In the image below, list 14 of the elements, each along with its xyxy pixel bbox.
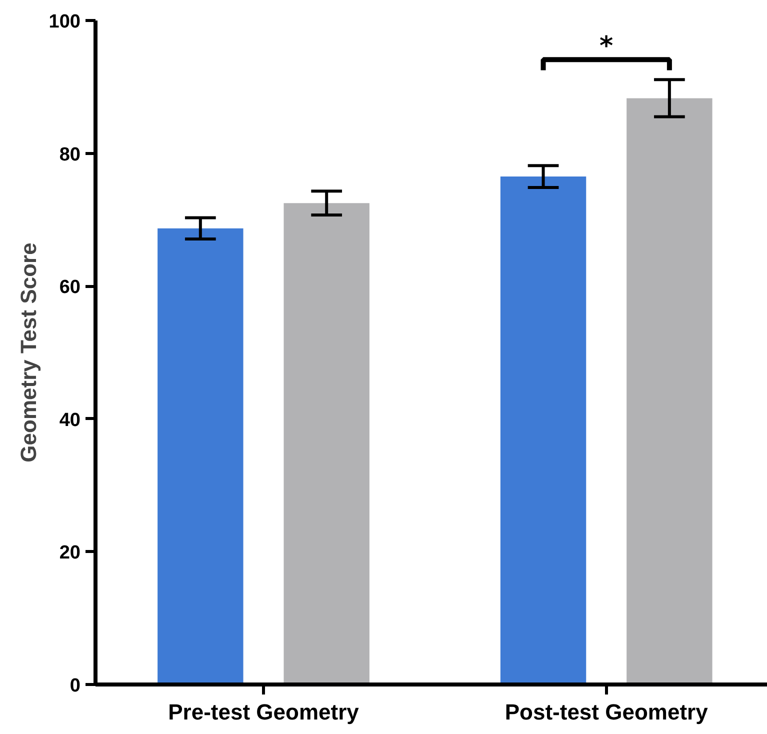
bar bbox=[626, 98, 712, 684]
annotation: * bbox=[600, 32, 614, 62]
y-tick-label: 60 bbox=[59, 277, 81, 298]
bar bbox=[284, 203, 370, 684]
y-tick-label: 20 bbox=[59, 542, 81, 564]
bar bbox=[158, 228, 244, 684]
y-axis-title: Geometry Test Score bbox=[16, 242, 41, 462]
bar bbox=[500, 176, 586, 684]
y-tick-label: 0 bbox=[70, 676, 81, 696]
x-tick-label: Pre-test Geometry bbox=[168, 700, 360, 724]
y-tick-label: 40 bbox=[59, 410, 81, 431]
y-tick-label: 80 bbox=[59, 144, 81, 166]
x-tick-label: Post-test Geometry bbox=[504, 700, 709, 724]
y-tick-label: 100 bbox=[48, 12, 80, 32]
